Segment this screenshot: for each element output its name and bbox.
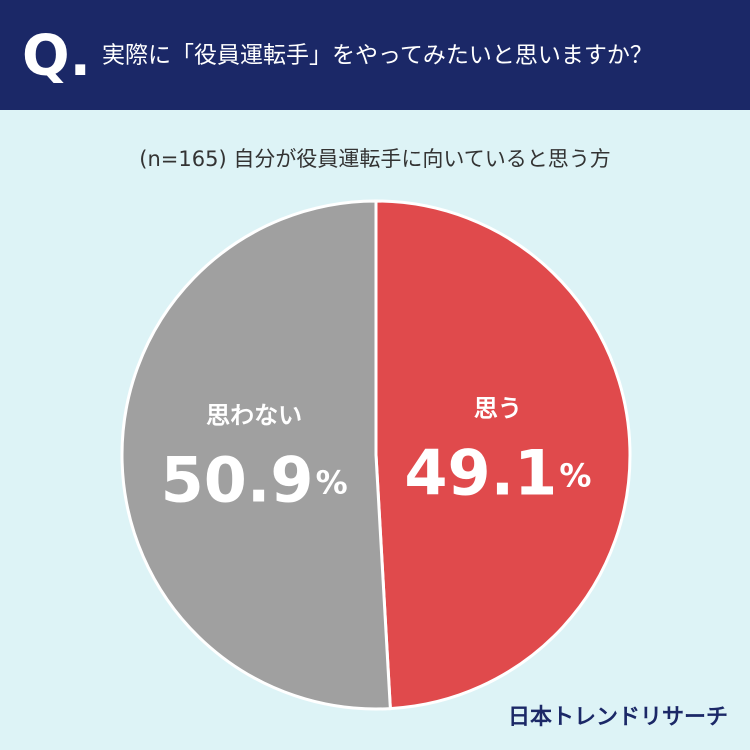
pie-slice <box>120 199 392 711</box>
slice-unit: % <box>316 463 348 501</box>
brand: 日本トレンドリサーチ <box>508 705 728 730</box>
pie: 思う 49.1% 思わない 50.9% <box>120 199 632 711</box>
slice-label: 思わない <box>206 401 302 429</box>
question: 実際に「役員運転手」をやってみたいと思いますか？ <box>102 43 653 69</box>
slice-value: 49.1 <box>404 437 557 510</box>
slice-label: 思う <box>474 395 522 423</box>
slice-value-group: 50.9% <box>161 444 348 517</box>
pie-slice <box>374 199 632 711</box>
header-band <box>0 0 750 110</box>
subtitle: (n=165) 自分が役員運転手に向いていると思う方 <box>139 147 610 171</box>
slice-value: 50.9 <box>161 444 314 517</box>
question-mark: Q. <box>22 24 91 89</box>
slice-unit: % <box>559 457 591 495</box>
slice-value-group: 49.1% <box>404 437 591 510</box>
